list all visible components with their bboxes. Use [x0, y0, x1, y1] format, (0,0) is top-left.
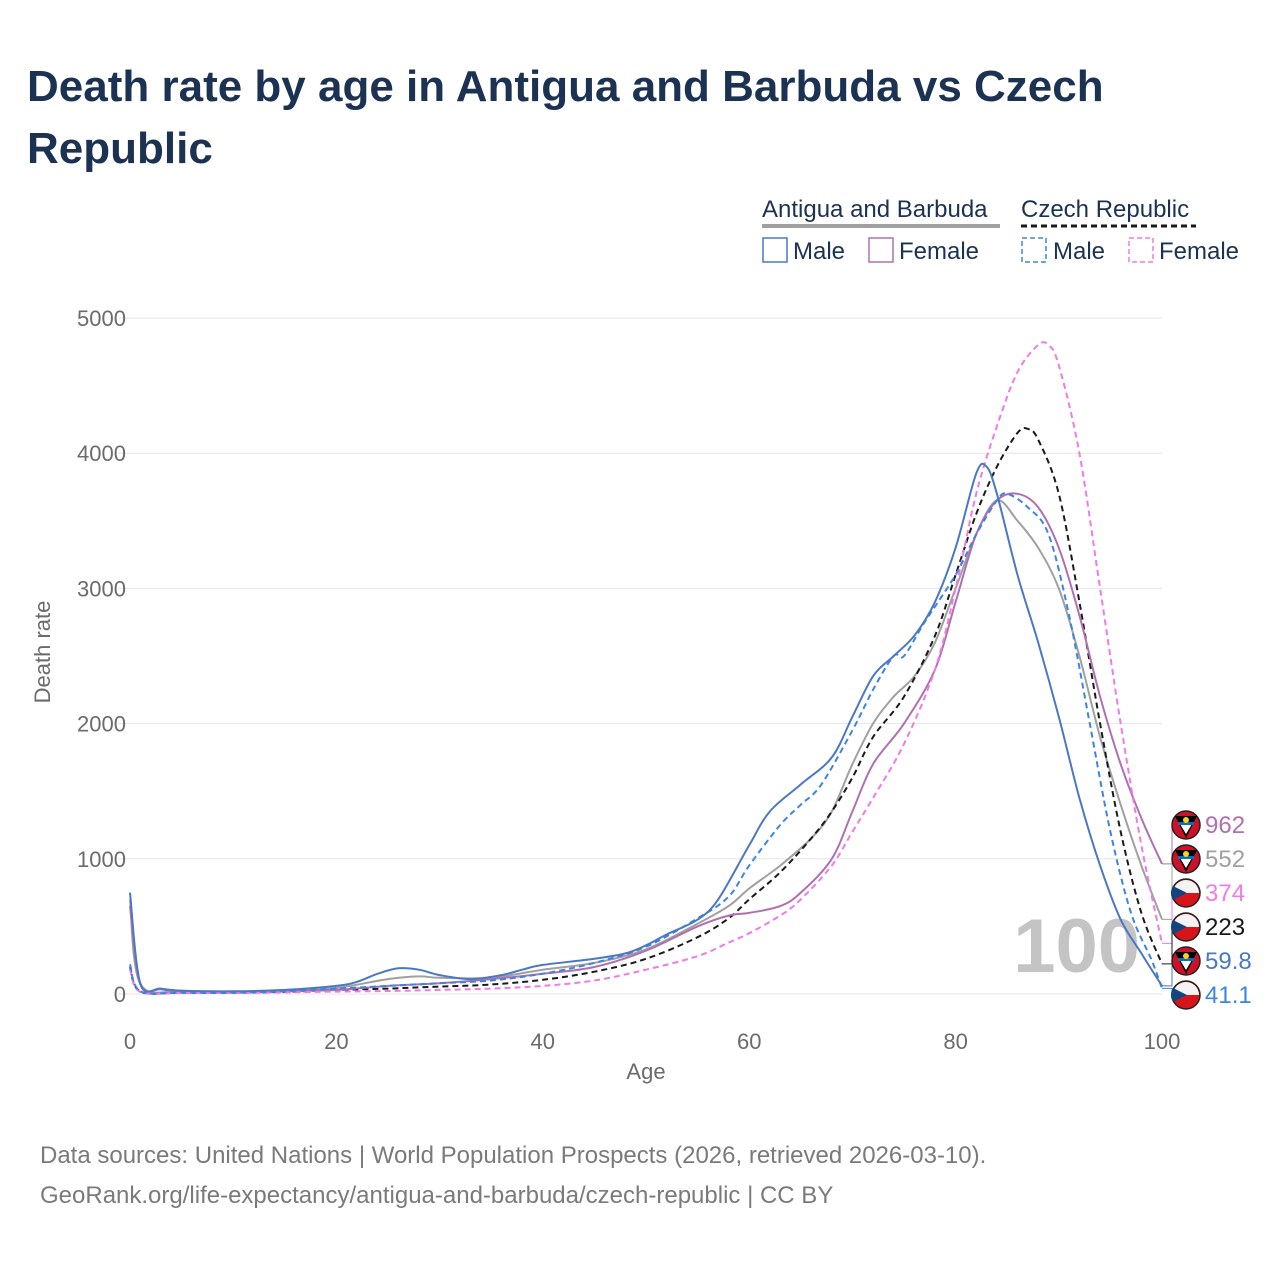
- end-label-ag-total: 552: [1205, 846, 1245, 873]
- series-line-cz-total: [129, 426, 1163, 995]
- antigua-flag-icon: [1171, 844, 1201, 874]
- x-axis-ticks: 0 20 40 60 80 100: [124, 1029, 1180, 1054]
- czech-flag-icon: [1170, 912, 1201, 942]
- series-line-cz-male: [129, 492, 1163, 995]
- czech-flag-icon: [1170, 878, 1201, 908]
- x-tick-label: 0: [124, 1029, 136, 1054]
- y-tick-label: 1000: [77, 847, 126, 872]
- gridlines: [118, 317, 1162, 995]
- legend-swatch-cz-male: [1021, 237, 1047, 263]
- x-tick-label: 80: [943, 1029, 967, 1054]
- legend-group-czech: Czech Republic: [1021, 196, 1189, 223]
- series-line-ag-male: [129, 462, 1163, 993]
- y-tick-label: 2000: [77, 712, 126, 737]
- x-tick-label: 60: [737, 1029, 761, 1054]
- czech-flag-icon: [1170, 980, 1201, 1010]
- source-line-2[interactable]: GeoRank.org/life-expectancy/antigua-and-…: [40, 1182, 834, 1209]
- end-label-ag-female: 962: [1205, 812, 1245, 839]
- end-label-cz-male: 41.1: [1205, 982, 1252, 1009]
- x-axis-title: Age: [626, 1059, 665, 1084]
- source-line-1: Data sources: United Nations | World Pop…: [40, 1142, 987, 1169]
- series-line-cz-female: [129, 341, 1163, 995]
- y-tick-label: 4000: [77, 441, 126, 466]
- antigua-flag-icon: [1171, 810, 1201, 840]
- legend-cz-female[interactable]: Female: [1159, 238, 1239, 265]
- x-tick-label: 20: [324, 1029, 348, 1054]
- end-label-cz-total: 223: [1205, 914, 1245, 941]
- year-watermark: 100: [1013, 904, 1140, 989]
- end-label-cz-female: 374: [1205, 880, 1245, 907]
- series-line-ag-female: [129, 492, 1163, 993]
- y-tick-label: 5000: [77, 306, 126, 331]
- end-labels: 962 552 374 223 59.8 41.1: [1162, 810, 1252, 1010]
- end-label-ag-male: 59.8: [1205, 948, 1252, 975]
- legend-cz-male[interactable]: Male: [1053, 238, 1105, 265]
- legend-swatch-ag-female: [868, 237, 894, 263]
- x-tick-label: 40: [531, 1029, 555, 1054]
- chart-title: Death rate by age in Antigua and Barbuda…: [27, 62, 1104, 173]
- legend: Antigua and Barbuda Czech Republic Male …: [762, 196, 1239, 265]
- legend-swatch-cz-female: [1128, 237, 1154, 263]
- legend-ag-male[interactable]: Male: [793, 238, 845, 265]
- legend-group-antigua: Antigua and Barbuda: [762, 196, 988, 223]
- source-note: Data sources: United Nations | World Pop…: [40, 1136, 986, 1216]
- series-lines: [129, 341, 1163, 995]
- y-axis-ticks: 0 1000 2000 3000 4000 5000: [77, 306, 126, 1007]
- y-axis-title: Death rate: [30, 601, 55, 704]
- x-tick-label: 100: [1144, 1029, 1181, 1054]
- antigua-flag-icon: [1171, 946, 1201, 976]
- legend-swatch-ag-male: [762, 237, 788, 263]
- series-line-ag-total: [129, 499, 1163, 994]
- legend-ag-female[interactable]: Female: [899, 238, 979, 265]
- y-tick-label: 3000: [77, 576, 126, 601]
- y-tick-label: 0: [114, 982, 126, 1007]
